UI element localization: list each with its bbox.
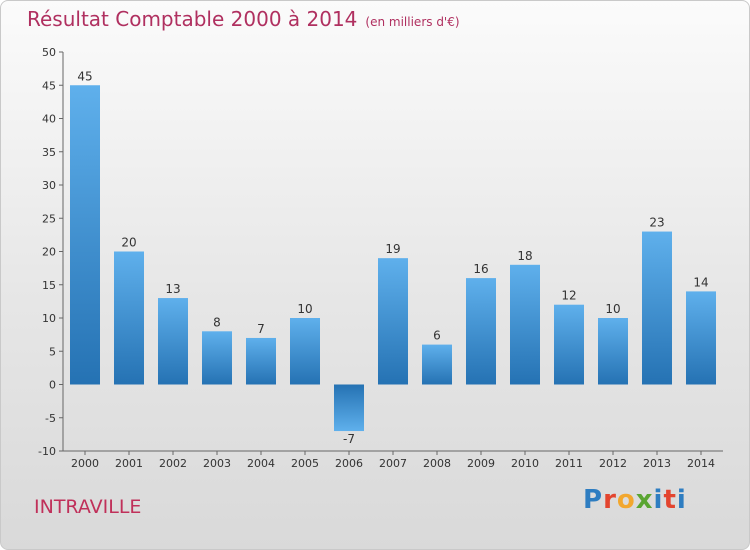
x-tick-label: 2005 xyxy=(291,457,319,470)
proxiti-logo: Proxiti xyxy=(583,485,687,515)
x-tick-label: 2008 xyxy=(423,457,451,470)
data-label-2008: 6 xyxy=(433,329,441,343)
bar-2014 xyxy=(686,291,716,385)
data-labels-group: 45 20 13 8 7 10 -7 19 6 16 18 12 10 23 14 xyxy=(77,69,708,446)
logo-letter: i xyxy=(653,485,664,515)
data-label-2007: 19 xyxy=(385,242,400,256)
y-tick-label: -10 xyxy=(38,445,56,458)
y-tick-label: 10 xyxy=(42,312,56,325)
data-label-2001: 20 xyxy=(121,236,136,250)
data-label-2002: 13 xyxy=(165,282,180,296)
bar-2008 xyxy=(422,344,452,385)
y-tick-label: 20 xyxy=(42,246,56,259)
bars-group xyxy=(70,85,716,432)
bar-2009 xyxy=(466,278,496,385)
bar-2007 xyxy=(378,258,408,385)
data-label-2003: 8 xyxy=(213,315,221,329)
x-tick-label: 2001 xyxy=(115,457,143,470)
data-label-2006: -7 xyxy=(343,432,355,446)
y-tick-label: -5 xyxy=(45,412,56,425)
data-label-2012: 10 xyxy=(605,302,620,316)
bar-2006 xyxy=(334,384,364,432)
title-text: Résultat Comptable 2000 à 2014 xyxy=(27,7,358,31)
data-label-2014: 14 xyxy=(693,275,708,289)
logo-letter: o xyxy=(616,485,636,515)
y-tick-label: 0 xyxy=(49,379,56,392)
bar-2013 xyxy=(642,231,672,385)
data-label-2010: 18 xyxy=(517,249,532,263)
bar-2001 xyxy=(114,251,144,385)
bar-2010 xyxy=(510,264,540,385)
y-tick-label: 35 xyxy=(42,146,56,159)
x-axis: 2000 2001 2002 2003 2004 2005 2006 2007 2008 2009… xyxy=(63,450,723,470)
x-tick-label: 2007 xyxy=(379,457,407,470)
bar-2011 xyxy=(554,304,584,385)
x-tick-label: 2000 xyxy=(71,457,99,470)
y-tick-label: 45 xyxy=(42,79,56,92)
chart-title: Résultat Comptable 2000 à 2014 (en millie… xyxy=(27,7,460,31)
bar-2004 xyxy=(246,337,276,385)
x-tick-label: 2013 xyxy=(643,457,671,470)
data-label-2005: 10 xyxy=(297,302,312,316)
x-tick-label: 2011 xyxy=(555,457,583,470)
bar-2002 xyxy=(158,298,188,385)
x-tick-label: 2009 xyxy=(467,457,495,470)
y-tick-label: 15 xyxy=(42,279,56,292)
data-label-2009: 16 xyxy=(473,262,488,276)
y-tick-label: 50 xyxy=(42,46,56,59)
logo-letter: P xyxy=(583,485,604,515)
x-tick-label: 2014 xyxy=(687,457,715,470)
bar-2005 xyxy=(290,318,320,385)
title-unit: (en milliers d'€) xyxy=(365,15,460,29)
data-label-2011: 12 xyxy=(561,289,576,303)
y-axis: -10 -5 0 5 10 15 20 25 30 35 40 45 50 xyxy=(38,46,64,458)
logo-letter: t xyxy=(663,485,677,515)
bar-2000 xyxy=(70,85,100,385)
data-label-2004: 7 xyxy=(257,322,265,336)
bar-2012 xyxy=(598,318,628,385)
data-label-2013: 23 xyxy=(649,216,664,230)
x-tick-label: 2004 xyxy=(247,457,275,470)
x-tick-label: 2002 xyxy=(159,457,187,470)
data-label-2000: 45 xyxy=(77,69,92,83)
x-tick-label: 2003 xyxy=(203,457,231,470)
y-tick-label: 5 xyxy=(49,345,56,358)
logo-letter: r xyxy=(603,485,617,515)
y-tick-label: 40 xyxy=(42,113,56,126)
bar-2003 xyxy=(202,331,232,385)
y-tick-label: 30 xyxy=(42,179,56,192)
logo-letter: i xyxy=(676,485,687,515)
commune-name: INTRAVILLE xyxy=(34,496,142,518)
x-tick-label: 2010 xyxy=(511,457,539,470)
x-tick-label: 2012 xyxy=(599,457,627,470)
x-tick-label: 2006 xyxy=(335,457,363,470)
logo-letter: x xyxy=(635,485,654,515)
y-tick-label: 25 xyxy=(42,212,56,225)
